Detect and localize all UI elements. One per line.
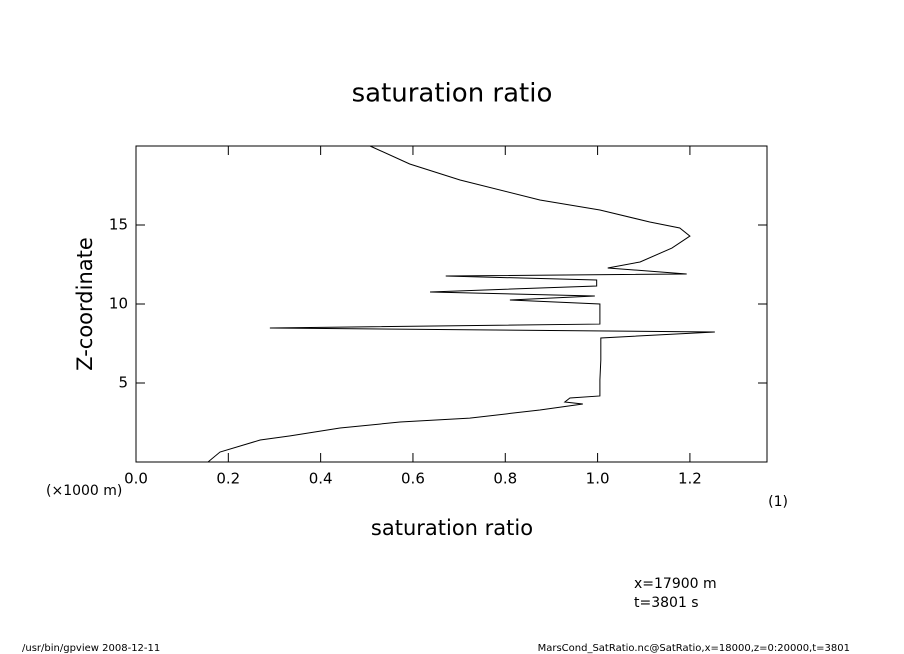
footer: /usr/bin/gpview 2008-12-11 xyxy=(22,643,160,654)
y-axis-label: Z-coordinate xyxy=(73,237,97,371)
y-unit: (×1000 m) xyxy=(46,483,122,499)
footer: MarsCond_SatRatio.nc@SatRatio,x=18000,z=… xyxy=(538,643,850,654)
x-tick-label: 0.0 xyxy=(124,470,148,488)
x-tick-label: 0.8 xyxy=(493,470,517,488)
profile-line xyxy=(207,145,715,463)
x-tick-label: 1.0 xyxy=(586,470,610,488)
annotation: x=17900 m xyxy=(634,576,717,592)
y-tick-label: 10 xyxy=(109,295,128,313)
y-tick-label: 5 xyxy=(118,374,128,392)
x-tick-label: 1.2 xyxy=(678,470,702,488)
y-tick-label: 15 xyxy=(109,216,128,234)
x-tick-label: 0.6 xyxy=(401,470,425,488)
x-axis-label: saturation ratio xyxy=(371,516,533,540)
chart-title: saturation ratio xyxy=(352,79,553,109)
plot-frame xyxy=(135,145,768,463)
x-tick-label: 0.2 xyxy=(216,470,240,488)
x-unit: (1) xyxy=(768,494,788,510)
x-tick-label: 0.4 xyxy=(309,470,333,488)
annotation: t=3801 s xyxy=(634,595,699,611)
